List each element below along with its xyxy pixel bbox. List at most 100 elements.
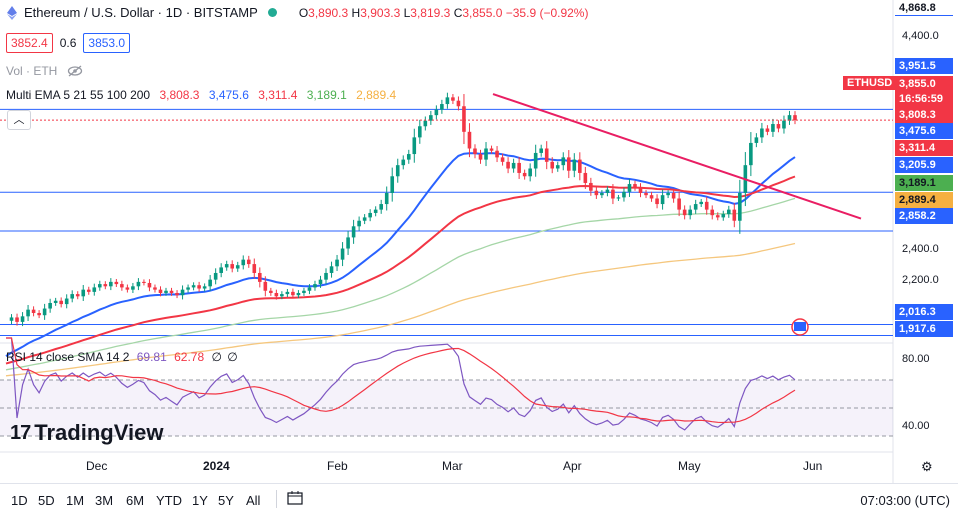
timeframe-6m[interactable]: 6M <box>126 493 145 508</box>
candle-body <box>59 300 63 305</box>
symbol-title-row: Ethereum / U.S. Dollar · 1D · BITSTAMP O… <box>6 5 588 20</box>
candle-body <box>280 294 284 297</box>
ema-55-line <box>5 175 796 365</box>
candle-body <box>511 162 516 169</box>
utc-clock[interactable]: 07:03:00 (UTC) <box>860 493 950 508</box>
candle-body <box>20 316 25 322</box>
ema-200-line <box>5 242 796 377</box>
ema-100-line <box>5 197 796 371</box>
candle-body <box>318 279 323 285</box>
time-axis-label: Feb <box>327 459 348 473</box>
candle-body <box>191 285 196 288</box>
candle-body <box>506 161 510 169</box>
candle-body <box>346 237 350 249</box>
rsi-legend[interactable]: RSI 14 close SMA 14 2 69.81 62.78 ∅ ∅ <box>6 350 238 364</box>
candle-body <box>787 115 792 121</box>
us-flag-icon-body <box>794 322 806 331</box>
timeframe-1y[interactable]: 1Y <box>192 493 208 508</box>
date-range-icon[interactable] <box>287 491 303 505</box>
candle-body <box>351 226 356 238</box>
collapse-legend-button[interactable]: ︿ <box>7 110 31 130</box>
candle-body <box>500 157 505 162</box>
candle-body <box>710 209 715 216</box>
candle-body <box>738 192 742 221</box>
candle-body <box>765 128 770 132</box>
candle-body <box>246 259 251 265</box>
candle-body <box>682 209 687 216</box>
candle-body <box>235 265 240 269</box>
candle-body <box>335 259 339 267</box>
candle-body <box>362 217 367 221</box>
candle-body <box>489 148 494 151</box>
candle-body <box>782 120 786 129</box>
rsi-axis-label: 80.00 <box>902 353 930 365</box>
rsi-line <box>6 337 796 431</box>
candle-body <box>771 124 775 132</box>
low-value: 3,819.3 <box>410 5 451 20</box>
candle-body <box>186 287 190 290</box>
candle-body <box>638 187 643 193</box>
candle-body <box>31 309 36 313</box>
ema-21-line <box>5 152 796 357</box>
candle-body <box>75 294 80 297</box>
timeframe-1m[interactable]: 1M <box>66 493 85 508</box>
candle-body <box>462 106 466 132</box>
candle-body <box>754 137 759 143</box>
candle-body <box>285 291 290 295</box>
timeframe-1d[interactable]: 1D <box>11 493 28 508</box>
price-tag: 3,189.1 <box>895 175 953 191</box>
candle-body <box>147 282 152 288</box>
candle-body <box>517 162 521 173</box>
candle-body <box>418 126 422 138</box>
candle-body <box>721 214 726 218</box>
candle-body <box>103 284 108 287</box>
candle-body <box>478 154 483 160</box>
candle-body <box>440 104 444 110</box>
candle-body <box>434 109 439 116</box>
candle-body <box>467 131 472 149</box>
ema-legend[interactable]: Multi EMA 5 21 55 100 200 3,808.3 3,475.… <box>6 88 396 102</box>
ema-value-21: 3,475.6 <box>208 88 249 102</box>
tradingview-logo-icon: 17 <box>10 421 31 444</box>
chevron-up-icon: ︿ <box>13 114 25 126</box>
candle-body <box>153 287 157 290</box>
candle-body <box>533 152 538 169</box>
candle-body <box>208 279 212 287</box>
candle-body <box>726 209 731 215</box>
toolbar-divider <box>276 490 277 508</box>
chart-settings-icon[interactable]: ⚙ <box>921 459 933 474</box>
ema-value-55: 3,311.4 <box>258 88 298 102</box>
time-axis-label: Dec <box>86 459 108 473</box>
time-axis-label: Jun <box>803 459 823 473</box>
price-axis-label: 4,400.0 <box>902 30 939 42</box>
buy-button[interactable]: 3853.0 <box>83 33 131 53</box>
timeframe-3m[interactable]: 3M <box>95 493 114 508</box>
timeframe-all[interactable]: All <box>246 493 261 508</box>
rsi-sma-value: 62.78 <box>174 350 205 364</box>
change-value: −35.9 (−0.92%) <box>505 5 589 20</box>
candle-body <box>660 195 665 205</box>
volume-indicator[interactable]: Vol · ETH <box>6 64 83 78</box>
symbol-title[interactable]: Ethereum / U.S. Dollar · 1D · BITSTAMP <box>24 5 258 20</box>
symbol-tag: ETHUSD <box>843 76 897 90</box>
candle-body <box>688 209 692 216</box>
candle-body <box>760 128 764 138</box>
price-tag: 2,016.3 <box>895 304 953 320</box>
sell-button[interactable]: 3852.4 <box>6 33 53 53</box>
candle-body <box>412 137 417 155</box>
timeframe-5y[interactable]: 5Y <box>218 493 234 508</box>
timeframe-ytd[interactable]: YTD <box>156 493 182 508</box>
candle-body <box>70 294 75 299</box>
countdown-tag: 16:56:59 <box>895 91 953 107</box>
rsi-value: 69.81 <box>136 350 167 364</box>
timeframe-5d[interactable]: 5D <box>38 493 55 508</box>
candle-body <box>715 215 720 218</box>
candle-body <box>600 192 604 196</box>
eye-hidden-icon[interactable] <box>67 65 83 77</box>
candle-body <box>15 317 19 322</box>
ohlc-values: O3,890.3 H3,903.3 L3,819.3 C3,855.0 −35.… <box>298 5 589 20</box>
candle-body <box>114 281 119 285</box>
candle-body <box>406 154 411 160</box>
order-buttons: 3852.4 0.6 3853.0 <box>6 33 131 53</box>
